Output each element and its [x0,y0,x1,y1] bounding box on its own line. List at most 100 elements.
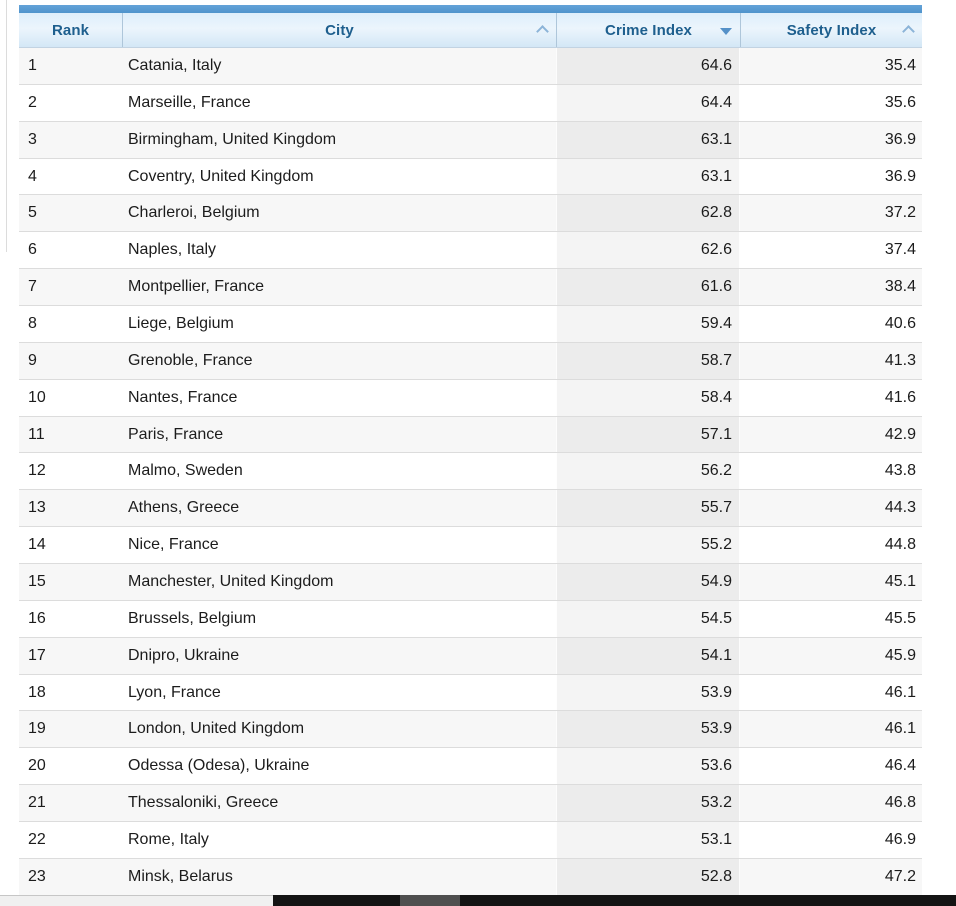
crime-index-cell: 59.4 [556,306,740,342]
column-header-city[interactable]: City [122,13,556,47]
column-header-rank[interactable]: Rank [19,13,122,47]
safety-index-cell: 37.2 [884,204,916,222]
scrollbar-thumb[interactable] [400,895,460,906]
sort-ascending-icon [902,25,915,38]
table-row: 19 London, United Kingdom 53.9 46.1 [19,711,922,749]
rank-cell: 17 [28,646,46,664]
safety-index-cell: 44.8 [884,536,916,554]
table-row: 8 Liege, Belgium 59.4 40.6 [19,306,922,343]
table-row: 20 Odessa (Odesa), Ukraine 53.6 46.4 [19,748,922,786]
table-row: 9 Grenoble, France 58.7 41.3 [19,342,922,380]
safety-index-cell: 38.4 [884,278,916,296]
rank-cell: 23 [28,867,46,885]
table-row: 1 Catania, Italy 64.6 35.4 [19,48,922,85]
crime-index-cell: 53.1 [556,822,740,858]
rank-cell: 20 [28,757,46,775]
rank-cell: 6 [28,241,37,259]
crime-index-cell: 54.5 [556,600,740,637]
crime-index-cell: 63.1 [556,158,740,195]
city-cell: Manchester, United Kingdom [128,572,334,590]
table-row: 5 Charleroi, Belgium 62.8 37.2 [19,195,922,233]
rank-cell: 15 [28,572,46,590]
rank-header-label: Rank [51,21,90,39]
crime-index-cell: 58.4 [556,379,740,416]
safety-index-cell: 46.4 [884,757,916,775]
safety-index-cell: 35.4 [884,56,916,74]
table-row: 18 Lyon, France 53.9 46.1 [19,674,922,712]
rank-cell: 16 [28,609,46,627]
safety-index-cell: 42.9 [884,425,916,443]
crime-index-cell: 55.2 [556,527,740,564]
crime-index-cell: 61.6 [556,269,740,306]
rank-cell: 14 [28,536,46,554]
safety-index-cell: 37.4 [884,241,916,259]
rank-cell: 9 [28,351,37,369]
rank-cell: 3 [28,130,37,148]
safety-index-cell: 41.6 [884,388,916,406]
city-cell: Minsk, Belarus [128,867,233,885]
city-cell: Brussels, Belgium [128,609,257,627]
crime-index-cell: 53.2 [556,785,740,822]
crime-index-cell: 62.8 [556,195,740,232]
city-cell: Paris, France [128,425,224,443]
city-cell: Marseille, France [128,93,251,111]
table-row: 16 Brussels, Belgium 54.5 45.5 [19,600,922,638]
safety-index-header-label: Safety Index [786,21,877,39]
rank-cell: 2 [28,93,37,111]
crime-index-cell: 54.1 [556,637,740,674]
left-page-divider [6,0,7,252]
crime-index-cell: 53.9 [556,711,740,748]
safety-index-cell: 46.1 [884,720,916,738]
safety-index-cell: 46.1 [884,683,916,701]
city-cell: Nice, France [128,536,219,554]
rank-cell: 1 [28,56,37,74]
table-row: 11 Paris, France 57.1 42.9 [19,416,922,454]
table-row: 2 Marseille, France 64.4 35.6 [19,84,922,122]
crime-index-cell: 56.2 [556,453,740,490]
city-cell: Charleroi, Belgium [128,204,260,222]
table-row: 17 Dnipro, Ukraine 54.1 45.9 [19,637,922,675]
table-row: 21 Thessaloniki, Greece 53.2 46.8 [19,785,922,823]
safety-index-cell: 46.9 [884,830,916,848]
rank-cell: 4 [28,167,37,185]
crime-index-cell: 57.1 [556,416,740,453]
rank-cell: 21 [28,794,46,812]
scrollbar-track-dark[interactable] [273,895,956,906]
sort-ascending-icon [536,25,549,38]
table-row: 10 Nantes, France 58.4 41.6 [19,379,922,417]
column-header-crime-index[interactable]: Crime Index [556,13,740,47]
rank-cell: 7 [28,278,37,296]
safety-index-cell: 44.3 [884,499,916,517]
table-body: 1 Catania, Italy 64.6 35.4 2 Marseille, Franc… [19,48,922,896]
crime-index-cell: 63.1 [556,121,740,158]
city-cell: Birmingham, United Kingdom [128,130,337,148]
column-header-safety-index[interactable]: Safety Index [740,13,922,47]
safety-index-cell: 47.2 [884,867,916,885]
crime-index-cell: 58.7 [556,342,740,379]
rank-cell: 12 [28,462,46,480]
safety-index-cell: 45.5 [884,609,916,627]
table-row: 7 Montpellier, France 61.6 38.4 [19,269,922,307]
city-cell: Malmo, Sweden [128,462,243,480]
city-crime-rankings-table: Rank City Crime Index Safety Index 1 Cata… [19,5,922,896]
table-row: 14 Nice, France 55.2 44.8 [19,527,922,565]
table-row: 3 Birmingham, United Kingdom 63.1 36.9 [19,121,922,159]
city-cell: Dnipro, Ukraine [128,646,240,664]
scrollbar-track-light[interactable] [0,895,273,906]
safety-index-cell: 40.6 [884,314,916,332]
table-row: 13 Athens, Greece 55.7 44.3 [19,490,922,528]
city-cell: Odessa (Odesa), Ukraine [128,757,310,775]
crime-index-cell: 53.9 [556,674,740,711]
rank-cell: 13 [28,499,46,517]
table-row: 12 Malmo, Sweden 56.2 43.8 [19,453,922,491]
city-cell: Nantes, France [128,388,238,406]
crime-index-cell: 53.6 [556,748,740,785]
safety-index-cell: 35.6 [884,93,916,111]
safety-index-cell: 46.8 [884,794,916,812]
city-cell: Athens, Greece [128,499,240,517]
crime-index-cell: 55.7 [556,490,740,527]
city-cell: Grenoble, France [128,351,253,369]
crime-index-cell: 52.8 [556,858,740,895]
city-cell: Thessaloniki, Greece [128,794,279,812]
city-cell: Rome, Italy [128,830,209,848]
